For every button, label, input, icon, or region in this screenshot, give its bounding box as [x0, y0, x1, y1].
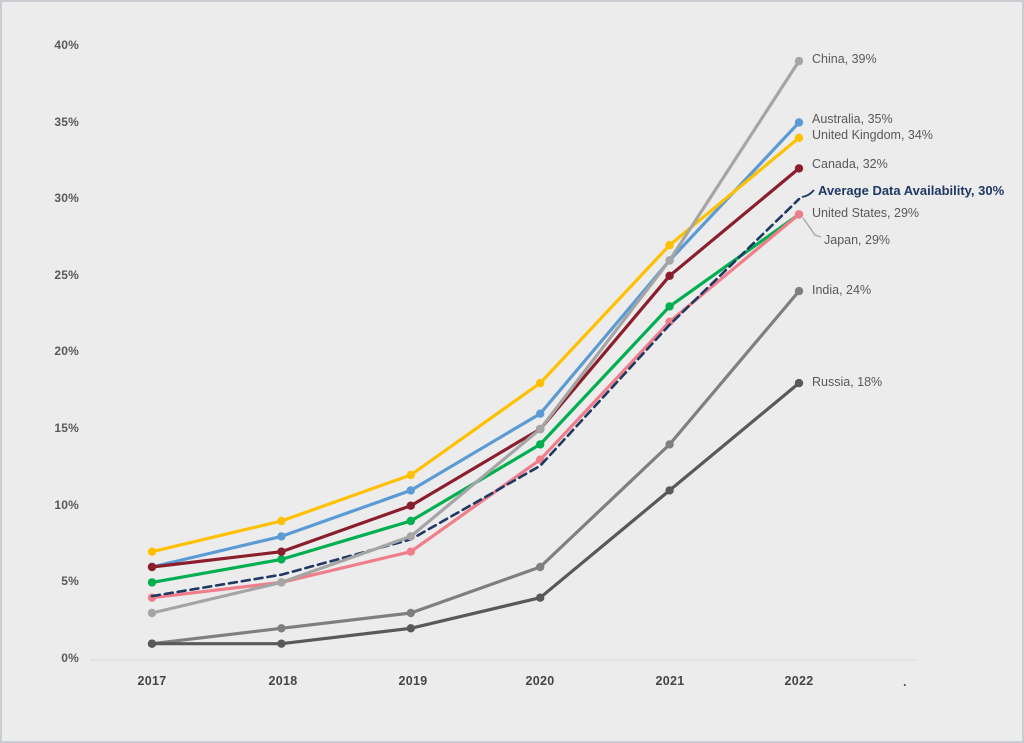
x-tick-label: 2018 [268, 674, 298, 688]
marker-japan [665, 302, 674, 311]
series-label-average-data-availability: Average Data Availability, 30% [818, 183, 1005, 198]
marker-australia [277, 532, 286, 541]
average-leader-line [801, 189, 815, 198]
marker-russia [406, 624, 415, 633]
marker-united-kingdom [147, 547, 157, 556]
series-label-japan: Japan, 29% [824, 233, 891, 247]
y-tick-label: 30% [54, 191, 79, 205]
marker-china [406, 532, 415, 541]
marker-china [147, 608, 157, 618]
marker-india [406, 608, 415, 618]
marker-russia [794, 378, 804, 388]
marker-india [277, 624, 286, 633]
marker-united-kingdom [665, 240, 674, 250]
line-united-states [150, 212, 801, 600]
axis-trailing-dot: . [903, 674, 907, 689]
series-label-australia: Australia, 35% [812, 112, 893, 126]
marker-japan [406, 516, 415, 526]
marker-canada [147, 562, 157, 572]
marker-russia [665, 486, 674, 495]
x-tick-label: 2017 [137, 674, 167, 688]
marker-united-states [406, 547, 415, 556]
marker-russia [536, 593, 545, 602]
x-tick-label: 2022 [784, 674, 814, 688]
marker-united-kingdom [536, 378, 545, 388]
marker-united-states [665, 317, 674, 326]
line-average-data-availability [150, 197, 801, 598]
series-label-india: India, 24% [812, 283, 872, 297]
marker-japan [536, 440, 545, 449]
marker-canada [277, 547, 286, 556]
marker-united-kingdom [406, 470, 415, 480]
marker-united-states [794, 210, 804, 219]
series-label-united-kingdom: United Kingdom, 34% [812, 128, 933, 142]
marker-india [794, 286, 804, 296]
marker-japan [277, 555, 286, 564]
series-label-canada: Canada, 32% [812, 157, 888, 171]
series-label-united-states: United States, 29% [812, 206, 920, 220]
x-tick-label: 2019 [398, 674, 428, 688]
marker-australia [536, 409, 545, 418]
y-tick-label: 10% [54, 498, 79, 512]
x-tick-label: 2020 [525, 674, 555, 688]
marker-china [794, 56, 804, 66]
japan-leader-line [802, 217, 822, 238]
marker-india [536, 562, 545, 572]
marker-china [536, 424, 545, 434]
marker-china [665, 256, 674, 265]
series-label-china: China, 39% [812, 52, 877, 66]
marker-canada [406, 501, 415, 510]
y-tick-label: 5% [61, 574, 79, 588]
x-tick-label: 2021 [655, 674, 685, 688]
series-label-russia: Russia, 18% [812, 375, 883, 389]
line-india [150, 289, 801, 646]
marker-australia [406, 486, 415, 495]
marker-japan [147, 578, 157, 587]
marker-canada [794, 164, 804, 173]
y-tick-label: 0% [61, 651, 79, 665]
marker-australia [794, 118, 804, 127]
y-tick-label: 25% [54, 268, 79, 282]
y-tick-label: 35% [54, 115, 79, 129]
marker-india [665, 440, 674, 449]
marker-united-kingdom [277, 516, 286, 526]
line-australia [150, 120, 801, 569]
y-tick-label: 40% [54, 38, 79, 52]
line-canada [150, 166, 801, 569]
line-united-kingdom [150, 136, 801, 554]
marker-canada [665, 271, 674, 280]
marker-russia [147, 639, 157, 648]
marker-russia [277, 639, 286, 648]
y-tick-label: 15% [54, 421, 79, 435]
line-russia [150, 381, 801, 646]
line-china [150, 59, 801, 615]
marker-china [277, 578, 286, 587]
marker-united-kingdom [794, 133, 804, 142]
y-tick-label: 20% [54, 344, 79, 358]
